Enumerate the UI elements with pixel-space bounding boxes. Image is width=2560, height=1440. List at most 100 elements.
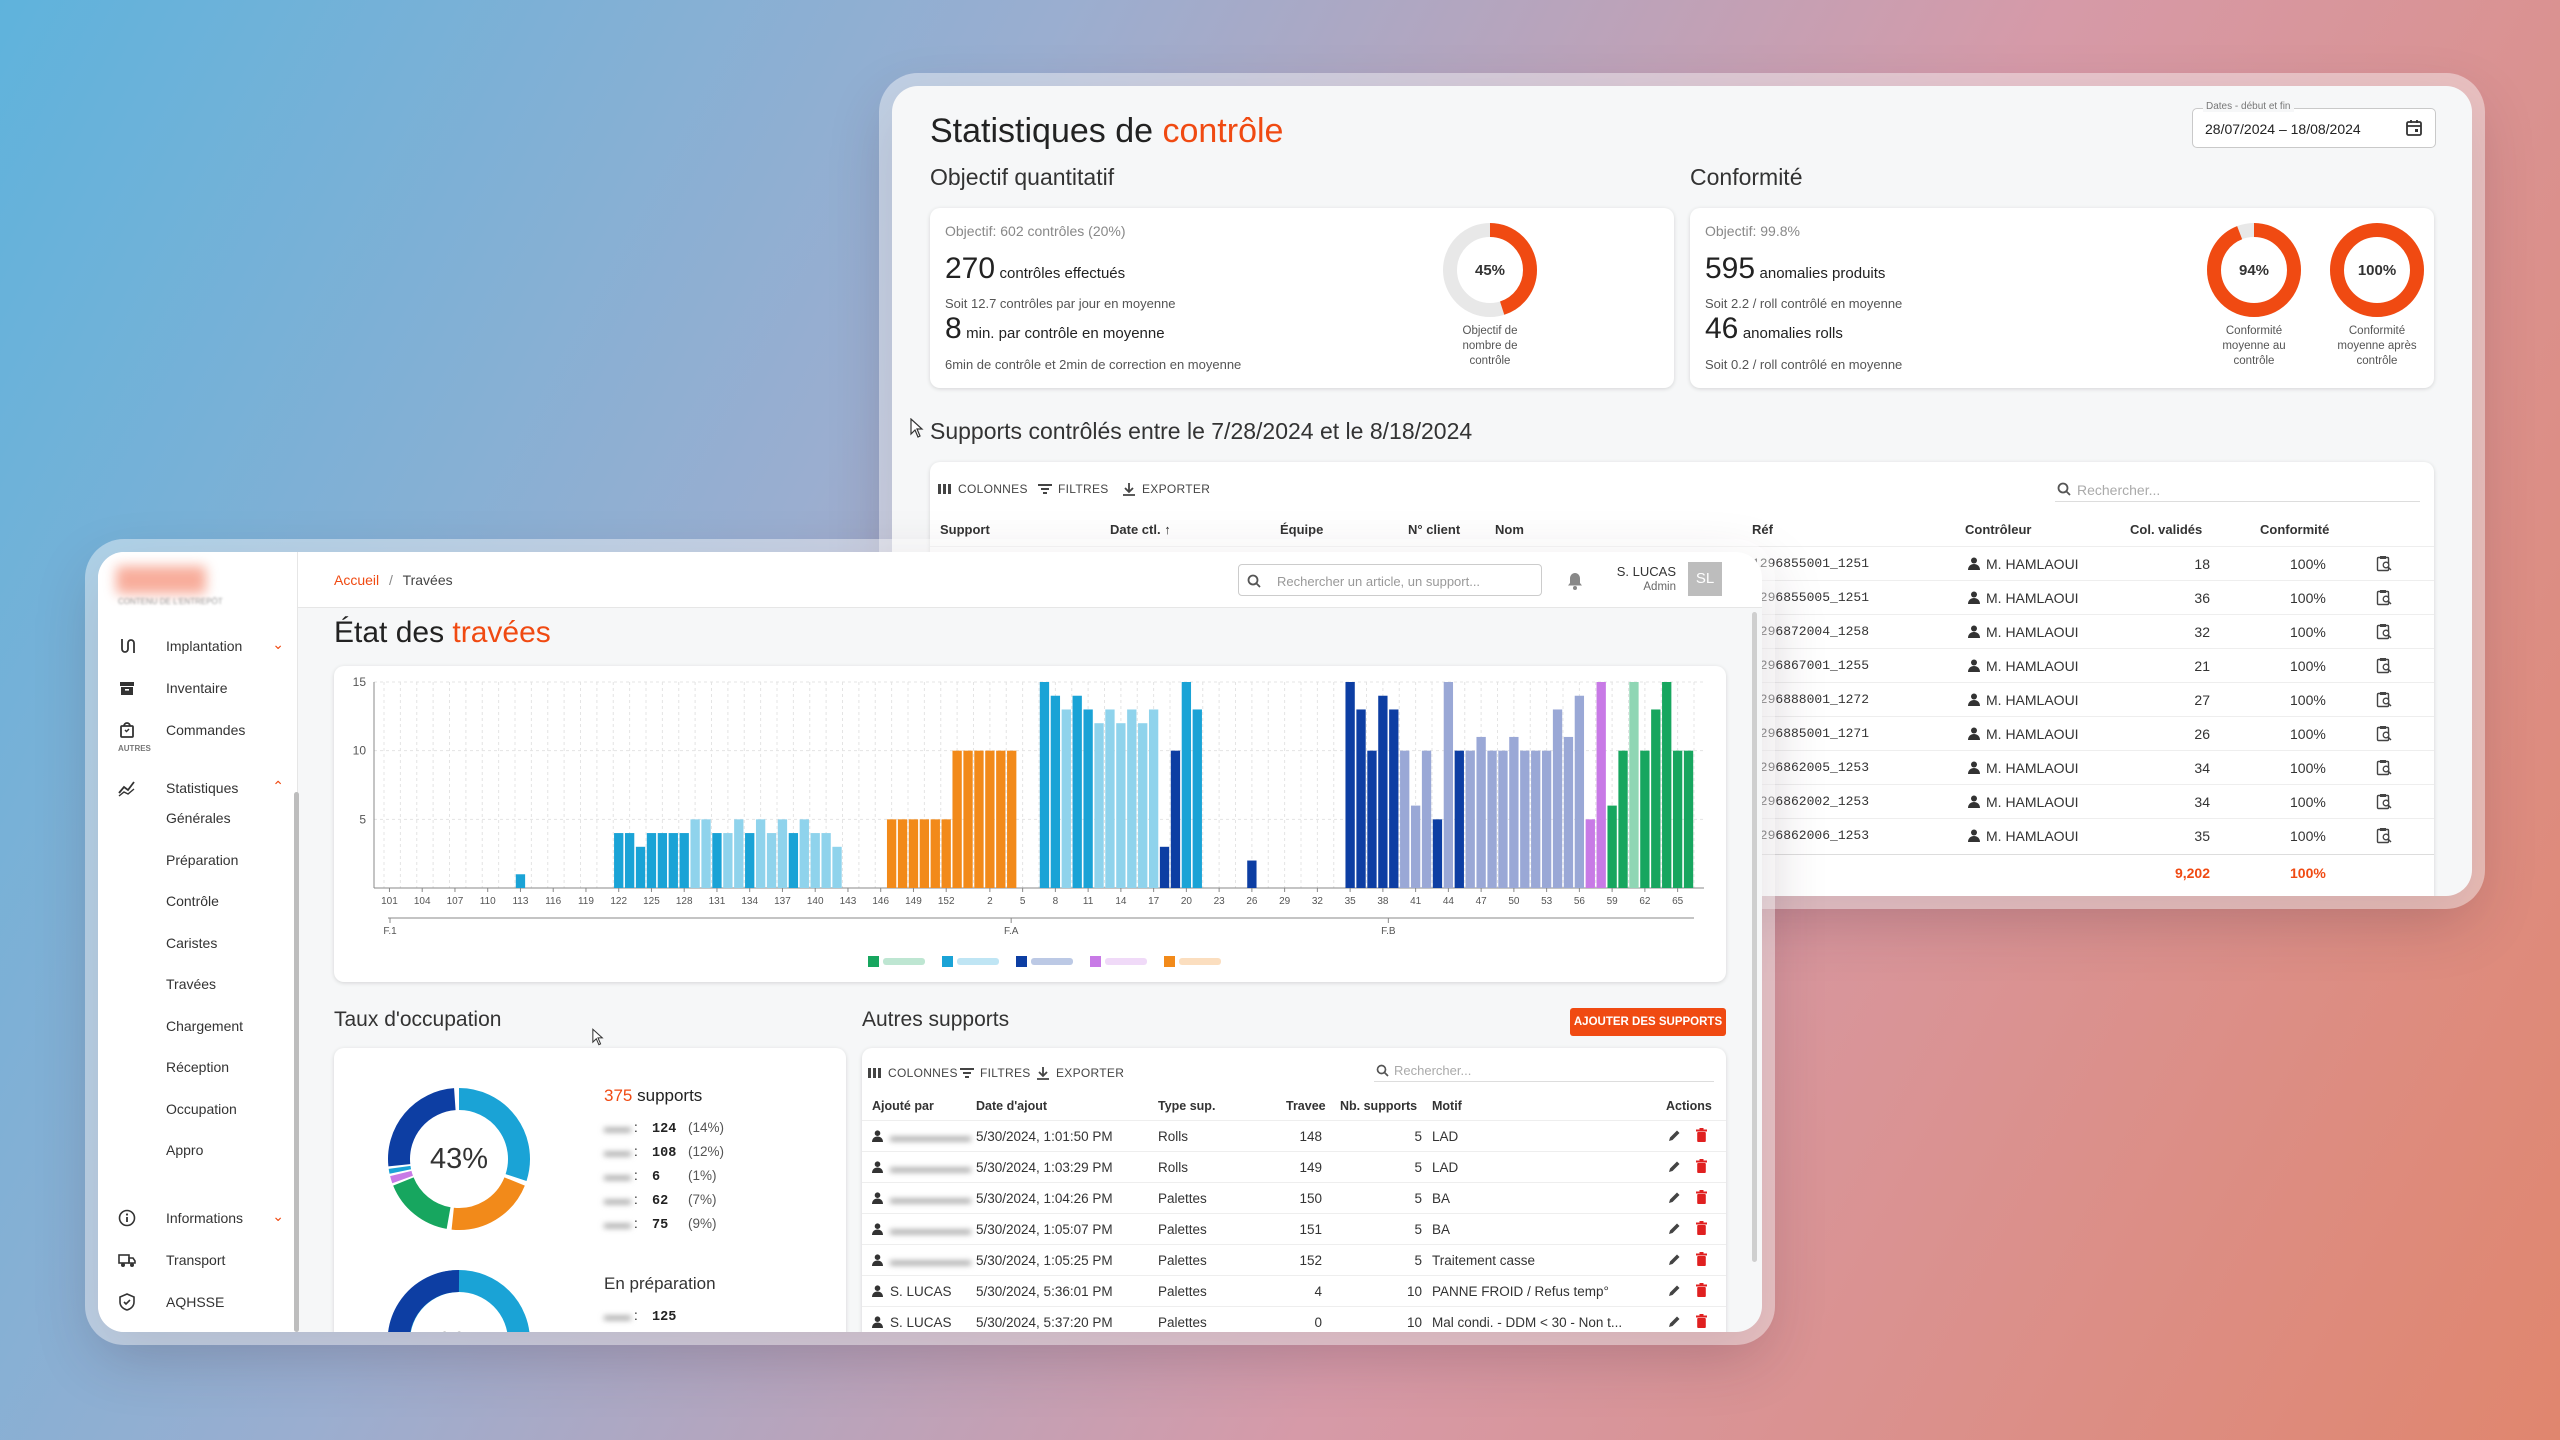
bar[interactable] bbox=[1083, 709, 1093, 888]
table-row[interactable]: ▬▬▬▬▬▬ 5/30/2024, 1:03:29 PM Rolls 149 5 LAD bbox=[862, 1151, 1726, 1182]
edit-icon[interactable] bbox=[1668, 1315, 1681, 1328]
bar[interactable] bbox=[1127, 709, 1137, 888]
bar[interactable] bbox=[1585, 819, 1595, 888]
bar[interactable] bbox=[1192, 709, 1202, 888]
clipboard-search-icon[interactable] bbox=[2376, 759, 2392, 776]
bar[interactable] bbox=[1148, 709, 1159, 888]
bar[interactable] bbox=[810, 833, 820, 888]
delete-icon[interactable] bbox=[1696, 1314, 1707, 1328]
clipboard-search-icon[interactable] bbox=[2376, 691, 2392, 708]
bar[interactable] bbox=[1356, 709, 1366, 888]
add-supports-button[interactable]: AJOUTER DES SUPPORTS bbox=[1570, 1008, 1726, 1036]
edit-icon[interactable] bbox=[1668, 1191, 1681, 1204]
table-row[interactable]: ▬▬▬▬▬▬ 5/30/2024, 1:04:26 PM Palettes 150 5 B… bbox=[862, 1182, 1726, 1213]
global-search[interactable]: Rechercher un article, un support... bbox=[1238, 564, 1542, 596]
bar[interactable] bbox=[1574, 695, 1585, 888]
col-client[interactable]: N° client bbox=[1408, 522, 1461, 537]
col-conformite[interactable]: Conformité bbox=[2260, 522, 2330, 537]
table-row[interactable]: ▬▬▬▬▬▬ 5/30/2024, 1:01:50 PM Rolls 148 5 LAD bbox=[862, 1120, 1726, 1151]
sidebar-subitem[interactable]: Générales bbox=[166, 810, 231, 826]
bar[interactable] bbox=[646, 833, 657, 888]
col-nom[interactable]: Nom bbox=[1495, 522, 1524, 537]
bar[interactable] bbox=[1509, 736, 1519, 888]
table-row[interactable]: 1296855001_1251 M. HAMLAOUI 18 100% bbox=[930, 546, 2434, 580]
legend-swatch[interactable] bbox=[868, 956, 879, 967]
bar[interactable] bbox=[1607, 805, 1617, 888]
edit-icon[interactable] bbox=[1668, 1284, 1681, 1297]
bar[interactable] bbox=[1039, 682, 1050, 888]
delete-icon[interactable] bbox=[1696, 1190, 1707, 1204]
bar[interactable] bbox=[996, 750, 1006, 888]
bar[interactable] bbox=[1640, 750, 1650, 888]
bar[interactable] bbox=[1247, 860, 1257, 888]
legend-swatch[interactable] bbox=[942, 956, 953, 967]
bar[interactable] bbox=[657, 833, 668, 888]
sidebar-subitem[interactable]: Réception bbox=[166, 1059, 230, 1075]
edit-icon[interactable] bbox=[1668, 1253, 1681, 1266]
bar[interactable] bbox=[1541, 750, 1552, 888]
sidebar-subitem[interactable]: Caristes bbox=[166, 934, 218, 951]
sidebar-item-admin[interactable]: Admin⌄ bbox=[98, 1324, 298, 1332]
bell-icon[interactable] bbox=[1566, 571, 1584, 591]
bar[interactable] bbox=[712, 833, 722, 888]
table-row[interactable]: S. LUCAS 5/30/2024, 5:36:01 PM Palettes 4 10… bbox=[862, 1275, 1726, 1306]
bar[interactable] bbox=[1159, 846, 1170, 888]
bar[interactable] bbox=[1378, 695, 1388, 888]
bar[interactable] bbox=[1410, 805, 1421, 888]
col-controleur[interactable]: Contrôleur bbox=[1965, 522, 2032, 537]
delete-icon[interactable] bbox=[1696, 1252, 1707, 1266]
clipboard-search-icon[interactable] bbox=[2376, 589, 2392, 606]
sidebar-item-implantation[interactable]: Implantation ⌄ bbox=[98, 626, 298, 666]
bar[interactable] bbox=[1072, 695, 1082, 888]
bar[interactable] bbox=[1596, 682, 1606, 888]
bar[interactable] bbox=[679, 833, 689, 888]
col-support[interactable]: Support bbox=[940, 522, 990, 537]
sidebar-subitem[interactable]: Préparation bbox=[166, 851, 239, 868]
legend-swatch[interactable] bbox=[1164, 956, 1175, 967]
bar[interactable] bbox=[1476, 736, 1486, 888]
col-nb-supports[interactable]: Nb. supports bbox=[1340, 1099, 1418, 1113]
table-row[interactable]: ▬▬▬▬▬▬ 5/30/2024, 1:05:07 PM Palettes 151 5 B… bbox=[862, 1213, 1726, 1244]
sidebar-item-informations[interactable]: Informations ⌄ bbox=[98, 1198, 298, 1238]
bar[interactable] bbox=[690, 819, 700, 888]
legend-swatch[interactable] bbox=[1016, 956, 1027, 967]
clipboard-search-icon[interactable] bbox=[2376, 827, 2392, 844]
bar[interactable] bbox=[897, 819, 908, 888]
col-type[interactable]: Type sup. bbox=[1158, 1099, 1216, 1113]
col-equipe[interactable]: Équipe bbox=[1280, 522, 1324, 537]
sidebar-subitem[interactable]: Appro bbox=[166, 1142, 204, 1158]
main-scrollbar[interactable] bbox=[1752, 612, 1757, 1262]
bar[interactable] bbox=[832, 846, 842, 888]
bar[interactable] bbox=[821, 833, 831, 888]
columns-button[interactable]: COLONNES bbox=[938, 482, 1028, 496]
clipboard-search-icon[interactable] bbox=[2376, 623, 2392, 640]
bar[interactable] bbox=[1683, 750, 1694, 888]
filters-button[interactable]: FILTRES bbox=[960, 1066, 1031, 1080]
bar[interactable] bbox=[941, 819, 951, 888]
clipboard-search-icon[interactable] bbox=[2376, 793, 2392, 810]
col-ref[interactable]: Réf bbox=[1752, 522, 1773, 537]
sidebar-item-statistiques[interactable]: Statistiques ⌃ bbox=[98, 768, 298, 808]
bar[interactable] bbox=[1662, 682, 1672, 888]
bar[interactable] bbox=[1105, 709, 1115, 888]
bar[interactable] bbox=[515, 874, 526, 888]
bar[interactable] bbox=[1651, 709, 1661, 888]
bar[interactable] bbox=[1432, 819, 1443, 888]
sidebar-scrollbar[interactable] bbox=[294, 792, 299, 1332]
bar[interactable] bbox=[1629, 682, 1639, 888]
bar[interactable] bbox=[668, 833, 678, 888]
bar[interactable] bbox=[985, 750, 995, 888]
bar[interactable] bbox=[1465, 750, 1475, 888]
sidebar-subitem[interactable]: Travées bbox=[166, 976, 217, 992]
bar[interactable] bbox=[624, 833, 635, 888]
bar[interactable] bbox=[734, 819, 744, 888]
bar[interactable] bbox=[1498, 750, 1508, 888]
bar[interactable] bbox=[1170, 750, 1181, 888]
bar[interactable] bbox=[635, 846, 646, 888]
col-date[interactable]: Date ctl. ↑ bbox=[1110, 522, 1171, 537]
avatar[interactable]: SL bbox=[1688, 562, 1722, 596]
bar[interactable] bbox=[1138, 723, 1148, 888]
table-row[interactable]: S. LUCAS 5/30/2024, 5:37:20 PM Palettes 0 10… bbox=[862, 1306, 1726, 1332]
export-button[interactable]: EXPORTER bbox=[1122, 482, 1210, 496]
bar[interactable] bbox=[701, 819, 711, 888]
